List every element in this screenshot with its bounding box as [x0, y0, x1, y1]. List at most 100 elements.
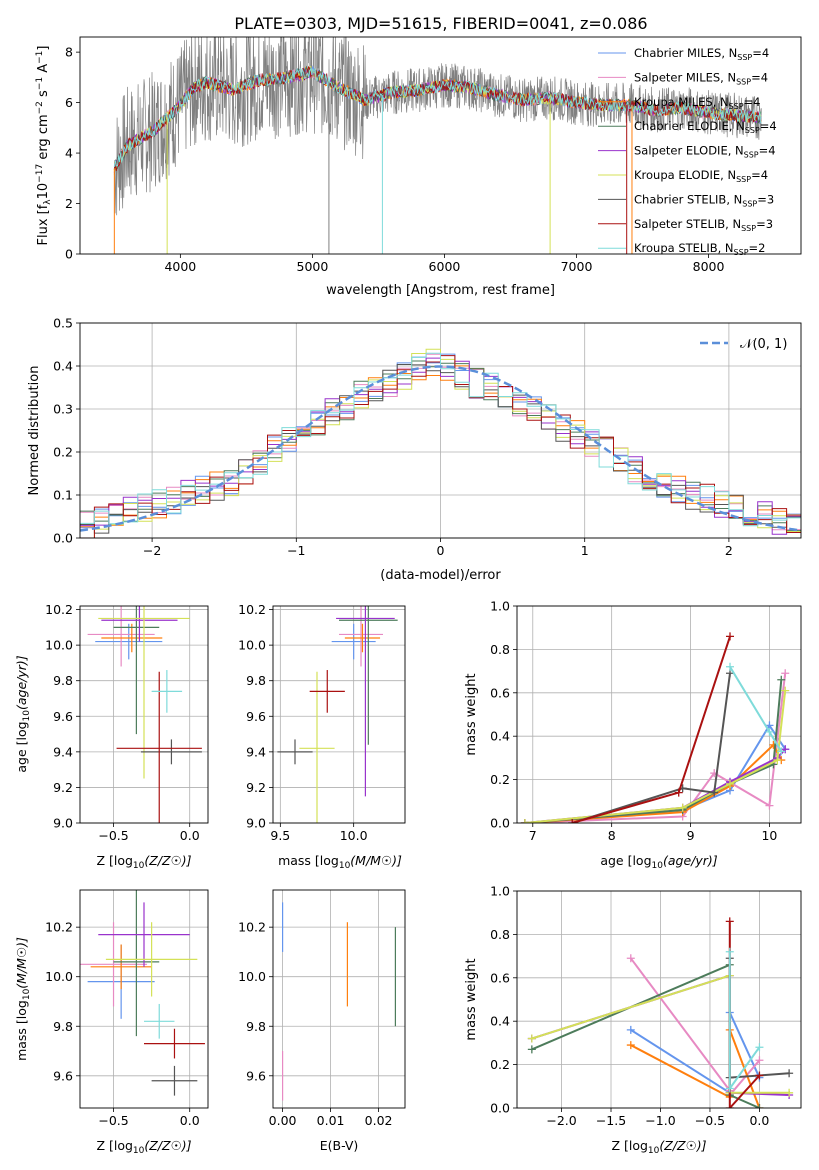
label-rest: (age/yr)] — [14, 655, 29, 710]
y-axis-label: mass weight — [464, 673, 479, 755]
label-rest: (age/yr)] — [663, 853, 718, 868]
y-tick-label: 0 — [65, 247, 73, 262]
y-tick-label: 4 — [65, 146, 73, 161]
y-tick-label: 10.2 — [45, 920, 73, 935]
weight-marker — [726, 632, 734, 641]
x-tick-label: 0.01 — [317, 1113, 345, 1128]
x-tick-label: −2 — [143, 543, 161, 558]
weight-marker — [568, 819, 577, 823]
weight-marker — [726, 779, 734, 788]
x-tick-label: 4000 — [164, 259, 196, 274]
y-axis-label-sub: λ — [43, 199, 53, 205]
panels: 4000 5000 6000 7000 8000 0 2 4 6 8 wavelength [Ang… — [14, 36, 802, 1156]
weight-marker — [781, 669, 790, 678]
x-tick-label: 0 — [437, 543, 445, 558]
label-sub: 10 — [22, 988, 32, 1000]
x-tick-label: 0.0 — [749, 1113, 769, 1128]
y-axis-label: mass weight — [464, 958, 479, 1040]
weight-marker — [785, 1088, 794, 1097]
x-tick-label: −0.5 — [695, 1113, 725, 1128]
weight-marker — [773, 756, 782, 765]
axes-frame — [79, 605, 209, 824]
y-axis-label-mid: s — [36, 90, 51, 101]
x-axis-label: (data-model)/error — [380, 568, 501, 583]
x-tick-label: 8000 — [693, 259, 725, 274]
legend-suffix: =4 — [751, 70, 768, 84]
weight-marker — [710, 788, 719, 797]
x-tick-label: −1 — [287, 543, 305, 558]
y-tick-label: 0.4 — [490, 1014, 510, 1029]
label-sub: 10 — [339, 861, 351, 871]
legend-label: Chabrier ELODIE, NSSP=4 — [634, 119, 777, 135]
legend-suffix: =4 — [744, 95, 761, 109]
y-tick-label: 10.0 — [238, 969, 266, 984]
weight-marker — [678, 803, 687, 812]
y-axis-label: mass [log10(M/M☉)] — [14, 937, 32, 1061]
y-axis-label-sup: −2 — [35, 101, 45, 114]
y-axis-label: Flux [fλ10−17 erg cm−2 s−1 A−1] — [35, 46, 53, 246]
weight-marker — [755, 1071, 764, 1080]
y-tick-label: 9.6 — [53, 709, 73, 724]
y-tick-label: 9.8 — [246, 1019, 266, 1034]
y-axis-label-mid: A — [36, 64, 51, 77]
x-axis-label: wavelength [Angstrom, rest frame] — [326, 283, 555, 298]
x-tick-label: −1.0 — [645, 1113, 675, 1128]
y-tick-label: 0.0 — [53, 531, 73, 546]
x-tick-label: 0.00 — [269, 1113, 297, 1128]
weight-marker — [725, 1104, 734, 1108]
weight-marker — [674, 788, 683, 797]
y-tick-label: 9.4 — [53, 744, 73, 759]
weight-marker — [725, 947, 734, 956]
weight-marker — [765, 801, 774, 810]
y-tick-label: 0.3 — [53, 402, 73, 417]
x-tick-label: 10 — [761, 828, 777, 843]
x-tick-label: 10.0 — [340, 828, 368, 843]
x-tick-label: 8 — [608, 828, 616, 843]
label-rest: (Z/Z☉)] — [659, 1138, 706, 1153]
y-axis-label: age [log10(age/yr)] — [14, 655, 32, 772]
x-tick-label: 5000 — [297, 259, 329, 274]
y-tick-label: 0.0 — [490, 816, 510, 831]
histogram-step-line — [80, 352, 801, 527]
weight-marker — [520, 819, 529, 823]
y-tick-label: 10.2 — [238, 602, 266, 617]
legend-sub: SSP — [745, 126, 760, 135]
weight-marker — [765, 727, 774, 736]
y-axis-label-sup: −1 — [35, 77, 45, 90]
legend-suffix: =4 — [759, 144, 776, 158]
model-spectrum-line — [113, 66, 762, 167]
axes-frame — [516, 890, 802, 1109]
spectrum-axes: 4000 5000 6000 7000 8000 0 2 4 6 8 wavelength [Ang… — [35, 36, 802, 298]
y-tick-label: 9.4 — [246, 744, 266, 759]
weight-line — [571, 673, 731, 823]
y-tick-label: 0.4 — [53, 359, 73, 374]
x-axis-label: Z [log10(Z/Z☉)] — [96, 853, 191, 871]
x-tick-label: −2.0 — [546, 1113, 576, 1128]
y-axis-label-mid: erg cm — [36, 114, 51, 163]
ageZ: −0.5 0.0 9.0 9.2 9.4 9.6 9.8 10.0 10.2 Z [log10(Z… — [14, 602, 209, 871]
y-axis-label-sup: −17 — [35, 164, 45, 183]
massZ: −0.5 0.0 9.6 9.8 10.0 10.2 Z [log10(Z/Z☉)] mass… — [14, 889, 209, 1156]
histogram-step-line — [80, 365, 801, 528]
legend-suffix: =4 — [760, 119, 777, 133]
figure-title: PLATE=0303, MJD=51615, FIBERID=0041, z=0… — [234, 14, 647, 33]
weight-marker — [755, 1104, 764, 1108]
y-tick-label: 9.8 — [53, 673, 73, 688]
x-tick-label: 9.5 — [270, 828, 290, 843]
weight-marker — [527, 1045, 536, 1054]
legend-sub: SSP — [737, 53, 752, 62]
label-sub: 10 — [133, 1146, 145, 1156]
axes-frame — [272, 889, 406, 1109]
y-tick-label: 9.2 — [246, 780, 266, 795]
y-tick-label: 10.2 — [238, 920, 266, 935]
weight-marker — [781, 686, 790, 695]
x-axis-label: E(B-V) — [320, 1138, 359, 1153]
label-rest: (M/M☉)] — [350, 853, 402, 868]
legend-suffix: =4 — [752, 46, 769, 60]
legend-label: 𝒩(0, 1) — [740, 337, 787, 352]
axes-frame — [272, 605, 406, 824]
y-tick-label: 10.0 — [238, 638, 266, 653]
x-axis-label: mass [log10(M/M☉)] — [278, 853, 402, 871]
x-tick-label: −1.5 — [596, 1113, 626, 1128]
legend-label: Chabrier STELIB, NSSP=3 — [634, 192, 774, 208]
